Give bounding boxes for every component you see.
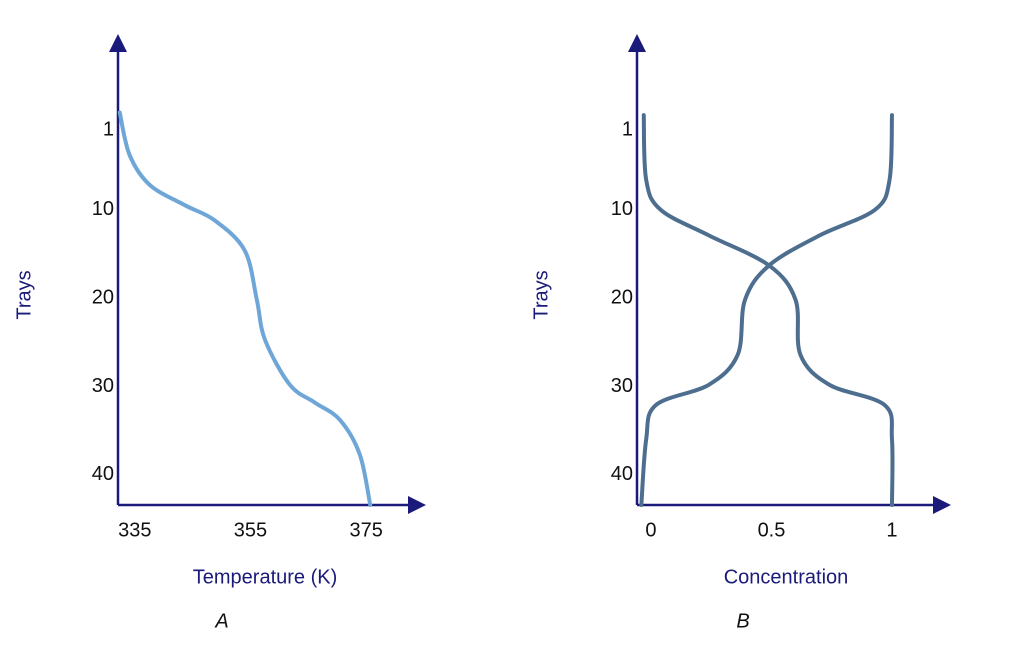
y-tick-label: 1 [103, 118, 114, 140]
y-tick-label: 30 [611, 375, 633, 397]
y-tick-label: 40 [611, 463, 633, 485]
x-axis-title: Temperature (K) [193, 566, 338, 588]
y-tick-label: 30 [92, 375, 114, 397]
panel-label: A [214, 610, 228, 632]
x-tick-label: 1 [886, 519, 897, 541]
x-tick-label: 0.5 [758, 519, 786, 541]
line [117, 110, 373, 507]
x-tick-label: 355 [234, 519, 267, 541]
y-axis-title: Trays [13, 270, 35, 319]
y-axis-arrow [109, 34, 127, 52]
y-tick-label: 1 [622, 118, 633, 140]
x-axis-title: Concentration [724, 566, 849, 588]
y-tick-label: 40 [92, 463, 114, 485]
y-tick-label: 10 [92, 198, 114, 220]
line [641, 113, 895, 507]
x-tick-label: 0 [645, 519, 656, 541]
x-tick-label: 335 [118, 519, 151, 541]
y-tick-label: 20 [92, 286, 114, 308]
x-axis-arrow [933, 496, 951, 514]
panel-label: B [736, 610, 749, 632]
y-tick-label: 20 [611, 286, 633, 308]
line [639, 113, 894, 507]
y-axis-title: Trays [530, 270, 552, 319]
x-tick-label: 375 [350, 519, 383, 541]
y-tick-label: 10 [611, 198, 633, 220]
x-axis-arrow [408, 496, 426, 514]
y-axis-arrow [628, 34, 646, 52]
